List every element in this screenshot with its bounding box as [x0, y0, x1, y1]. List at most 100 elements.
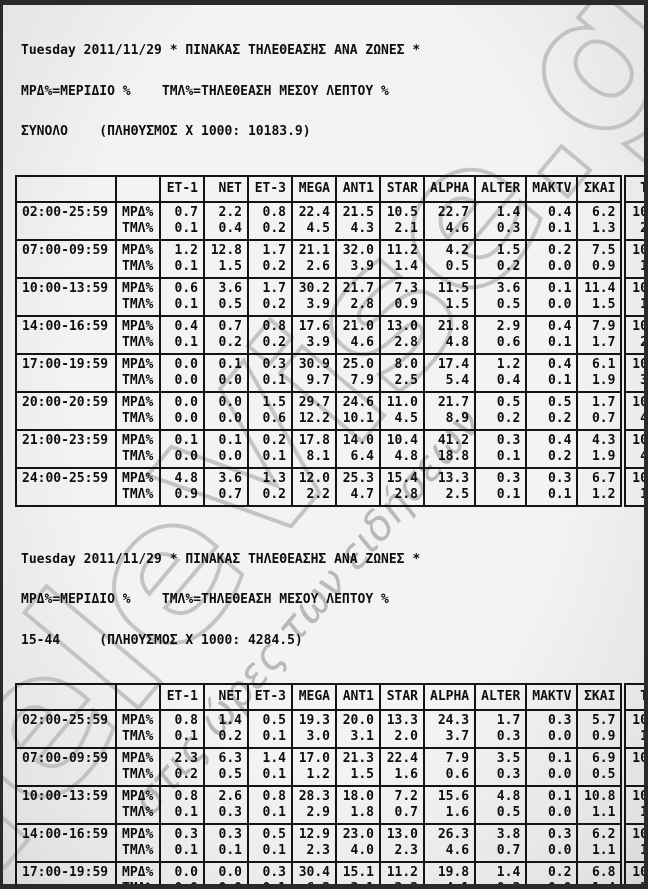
- zone-label: 14:00-16:59: [15, 823, 117, 863]
- column-header: STAR: [379, 683, 425, 711]
- table-row: 02:00-25:59 ΜΡΔ% ΤΜΛ% 0.7 0.1 2.2 0.4 0.8 0.2 22.…: [15, 200, 644, 241]
- rating-value: 0.1: [262, 767, 286, 782]
- metric-label: ΤΜΛ%: [122, 220, 154, 236]
- share-value: 0.4: [174, 318, 198, 334]
- metric-labels: ΜΡΔ%ΤΜΛ%: [115, 747, 161, 787]
- rating-value: 0.1: [547, 334, 572, 350]
- rating-value: 0.0: [218, 410, 242, 426]
- share-value: 0.3: [496, 470, 521, 486]
- share-value: 11.2: [386, 865, 418, 880]
- column-header: MAKTV: [525, 683, 579, 711]
- rating-value: 0.9: [591, 729, 616, 744]
- share-value: 24.6: [342, 394, 374, 410]
- rating-value: 1.4: [583, 881, 615, 884]
- share-value: 30.4: [298, 865, 330, 880]
- share-value: 10.5: [386, 204, 418, 220]
- share-value: 100.0: [632, 827, 644, 842]
- metric-legend: ΜΡΔ%=ΜΕΡΙΔΙΟ % ΤΜΛ%=ΤΗΛΕΘΕΑΣΗ ΜΕΣΟΥ ΛΕΠΤ…: [21, 83, 389, 99]
- table-row: 07:00-09:59 ΜΡΔ% ΤΜΛ% 2.3 0.2 6.3 0.5 1.4 0.1 17.…: [15, 747, 644, 787]
- value-cell: 4.8 0.5: [474, 785, 528, 825]
- rating-value: 1.5: [218, 258, 242, 274]
- share-value: 24.3: [437, 713, 470, 728]
- share-value: 0.2: [262, 432, 286, 448]
- rating-value: 2.8: [394, 334, 418, 350]
- table-titles: Tuesday 2011/11/29 * ΠΙΝΑΚΑΣ ΤΗΛΕΘΕΑΣΗΣ …: [21, 17, 636, 166]
- value-cell: 0.8 0.1: [247, 785, 293, 825]
- value-cell: 17.0 1.2: [291, 747, 337, 787]
- column-header: ET-3: [247, 683, 293, 711]
- metric-label: ΤΜΛ%: [122, 296, 154, 312]
- rating-value: 0.2: [262, 334, 286, 350]
- value-cell: 24.6 10.1: [335, 390, 381, 431]
- share-value: 0.4: [547, 356, 572, 372]
- rating-value: 0.3: [496, 767, 521, 782]
- paper-background: TeleVise.gr στις ώρες των ειδήσεων Tuesd…: [3, 5, 644, 884]
- value-cell: 41.2 18.8: [422, 428, 477, 469]
- share-value: 21.0: [342, 318, 374, 334]
- share-value: 14.0: [342, 432, 374, 448]
- value-cell: 6.1 1.9: [576, 352, 625, 393]
- share-value: 0.3: [262, 356, 286, 372]
- share-value: 0.2: [547, 865, 572, 880]
- share-value: 11.5: [437, 280, 470, 296]
- value-cell: 7.2 0.7: [379, 785, 425, 825]
- rating-value: 21.9: [631, 335, 644, 351]
- share-value: 21.7: [437, 394, 470, 410]
- value-cell: 2.3 0.2: [159, 747, 205, 787]
- share-value: 7.9: [445, 751, 470, 766]
- share-value: 26.3: [437, 827, 470, 842]
- rating-value: 0.5: [218, 296, 242, 312]
- value-cell: 13.0 2.8: [379, 314, 425, 355]
- rating-value: 0.1: [174, 258, 198, 274]
- share-value: 0.2: [547, 242, 572, 258]
- share-value: 0.0: [174, 865, 198, 880]
- share-value: 0.8: [174, 789, 198, 804]
- value-cell: 21.5 4.3: [335, 200, 381, 241]
- rating-value: 0.1: [174, 296, 198, 312]
- column-header: Tot.: [620, 683, 644, 711]
- table-row: 21:00-23:59 ΜΡΔ% ΤΜΛ% 0.1 0.0 0.1 0.0 0.2 0.1 17.…: [15, 428, 644, 469]
- value-cell: 0.3 0.0: [525, 823, 579, 863]
- share-value: 100.0: [632, 751, 644, 766]
- value-cell: 1.5 0.2: [474, 238, 528, 279]
- rating-value: 0.9: [591, 258, 616, 274]
- value-cell: 0.8 0.2: [247, 314, 293, 355]
- metric-header-blank: [115, 174, 161, 203]
- rating-value: 0.7: [591, 410, 616, 426]
- share-value: 0.3: [218, 827, 242, 842]
- rating-value: 1.1: [591, 805, 616, 820]
- rating-value: 2.3: [386, 881, 418, 884]
- column-header: MEGA: [291, 174, 337, 203]
- rating-value: 4.6: [445, 843, 470, 858]
- table-row: 02:00-25:59 ΜΡΔ% ΤΜΛ% 0.8 0.1 1.4 0.2 0.5 0.1 19.…: [15, 709, 644, 749]
- metric-label: ΤΜΛ%: [122, 334, 154, 350]
- value-cell: 100.020.8: [620, 861, 644, 884]
- share-value: 10.4: [386, 432, 418, 448]
- share-value: 6.2: [591, 827, 616, 842]
- metric-label: ΜΡΔ%: [122, 470, 154, 486]
- rating-value: 8.9: [445, 410, 470, 426]
- rating-value: 0.7: [218, 486, 242, 502]
- value-cell: 3.6 0.7: [203, 466, 249, 507]
- rating-value: 0.1: [496, 448, 521, 464]
- value-cell: 24.3 3.7: [422, 709, 477, 749]
- value-cell: 21.7 8.9: [422, 390, 477, 431]
- metric-label: ΤΜΛ%: [122, 372, 154, 388]
- value-cell: 100.045.6: [620, 428, 644, 469]
- metric-labels: ΜΡΔ%ΤΜΛ%: [115, 314, 161, 355]
- rating-value: 18.5: [631, 487, 644, 503]
- rating-value: 4.6: [445, 220, 470, 236]
- rating-value: 0.1: [254, 881, 286, 884]
- rating-value: 0.0: [166, 881, 198, 884]
- metric-label: ΜΡΔ%: [122, 827, 154, 842]
- rating-value: 40.9: [631, 411, 644, 427]
- rating-value: 0.1: [262, 448, 286, 464]
- value-cell: 11.0 4.5: [379, 390, 425, 431]
- table-row: 20:00-20:59 ΜΡΔ% ΤΜΛ% 0.0 0.0 0.0 0.0 1.5 0.6 29.…: [15, 390, 644, 431]
- rating-value: 0.5: [445, 258, 470, 274]
- rating-value: 0.0: [547, 767, 572, 782]
- rating-value: 1.4: [394, 258, 418, 274]
- value-cell: 21.3 1.5: [335, 747, 381, 787]
